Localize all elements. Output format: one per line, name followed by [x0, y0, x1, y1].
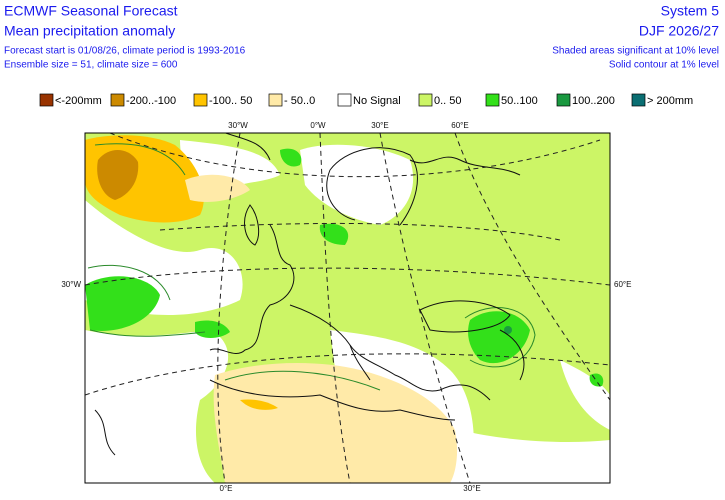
system: System 5: [661, 3, 720, 19]
legend-swatch: [631, 93, 646, 107]
contour-note: Solid contour at 1% level: [609, 60, 719, 71]
legend-swatch: [110, 93, 125, 107]
subtitle: Mean precipitation anomaly: [4, 23, 175, 39]
legend-label: <-200mm: [55, 95, 102, 107]
grid-label: 60°E: [451, 121, 468, 130]
legend-label: > 200mm: [647, 95, 693, 107]
grid-label: 0°W: [310, 121, 326, 130]
grid-label: 0°E: [220, 484, 233, 493]
legend-swatch: [337, 93, 352, 107]
ensemble-info: Ensemble size = 51, climate size = 600: [4, 60, 178, 71]
grid-label: 30°W: [61, 280, 81, 289]
grid-label: 30°W: [228, 121, 248, 130]
legend-label: -200..-100: [126, 95, 176, 107]
legend-swatch: [418, 93, 433, 107]
forecast-info: Forecast start is 01/08/26, climate peri…: [4, 46, 246, 57]
legend-label: 50..100: [501, 95, 538, 107]
season: DJF 2026/27: [639, 23, 719, 39]
map-frame: [84, 132, 611, 484]
map: 30°W 0°W 30°E 60°E 30°W 60°E 0°E 30°E: [61, 121, 631, 493]
legend-label: 0.. 50: [434, 95, 462, 107]
legend-swatch: [556, 93, 571, 107]
legend-swatch: [268, 93, 283, 107]
legend-swatch: [193, 93, 208, 107]
legend-swatch: [39, 93, 54, 107]
grid-label: 30°E: [371, 121, 388, 130]
legend-label: No Signal: [353, 95, 401, 107]
grid-label: 60°E: [614, 280, 631, 289]
shading-note: Shaded areas significant at 10% level: [552, 46, 719, 57]
legend: <-200mm -200..-100 -100.. 50 - 50..0 No Sign…: [39, 93, 693, 107]
legend-label: 100..200: [572, 95, 615, 107]
legend-label: -100.. 50: [209, 95, 252, 107]
grid-label: 30°E: [463, 484, 480, 493]
legend-swatch: [485, 93, 500, 107]
title: ECMWF Seasonal Forecast: [4, 3, 178, 19]
legend-label: - 50..0: [284, 95, 315, 107]
